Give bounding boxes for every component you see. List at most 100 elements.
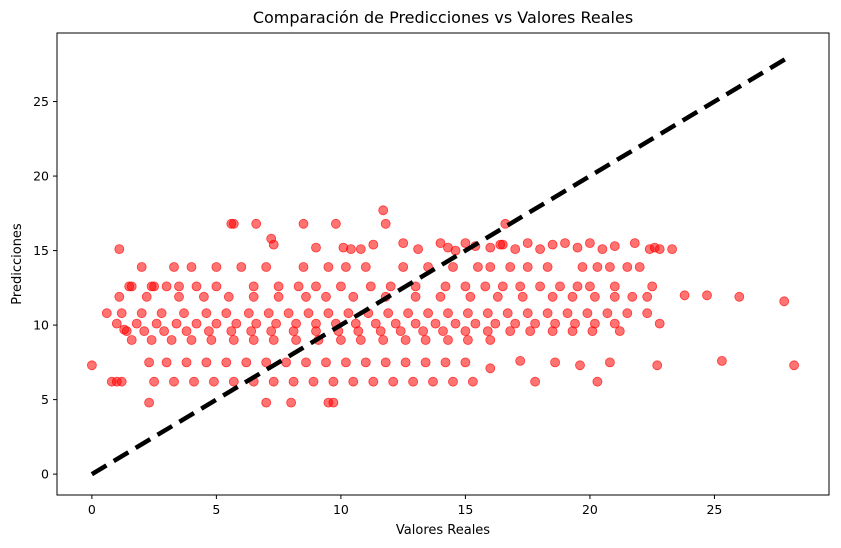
data-point <box>525 326 536 337</box>
data-point <box>398 238 409 249</box>
data-point <box>443 308 453 319</box>
data-point <box>467 376 478 387</box>
data-point <box>298 262 309 272</box>
x-tick-label: 20 <box>582 502 598 517</box>
x-tick-label: 25 <box>706 502 722 517</box>
data-point <box>515 281 526 292</box>
data-point <box>410 318 421 329</box>
data-point <box>179 308 189 319</box>
data-point <box>535 244 545 255</box>
data-point <box>291 335 302 345</box>
data-point <box>365 281 376 292</box>
data-point <box>435 238 446 249</box>
data-point <box>408 376 419 387</box>
data-point <box>186 262 197 272</box>
data-point <box>169 376 179 387</box>
data-point <box>485 262 496 272</box>
data-point <box>779 296 790 307</box>
data-point <box>261 397 272 408</box>
data-point <box>522 262 533 272</box>
data-point <box>547 239 558 250</box>
data-point <box>562 308 573 319</box>
data-point <box>505 262 516 272</box>
data-point <box>208 376 219 387</box>
data-point <box>609 291 620 302</box>
data-point <box>542 262 553 272</box>
data-point <box>126 335 137 345</box>
data-point <box>131 318 142 329</box>
data-point <box>198 291 209 302</box>
data-point <box>144 397 155 408</box>
data-point <box>288 376 299 387</box>
data-point <box>273 291 284 302</box>
data-point <box>622 308 633 319</box>
data-point <box>530 376 540 387</box>
data-point <box>144 357 155 368</box>
data-point <box>485 335 496 345</box>
data-point <box>560 238 570 249</box>
data-point <box>609 241 620 252</box>
data-point <box>667 244 677 255</box>
data-point <box>789 360 799 371</box>
data-point <box>156 308 167 319</box>
data-point <box>149 376 160 387</box>
data-point <box>268 376 279 387</box>
data-point <box>159 326 170 337</box>
data-point <box>251 218 262 229</box>
data-point <box>228 335 239 345</box>
data-point <box>141 291 152 302</box>
data-point <box>189 376 199 387</box>
data-point <box>390 318 401 329</box>
data-point <box>87 360 97 371</box>
data-point <box>575 360 585 371</box>
data-point <box>360 357 371 368</box>
data-point <box>298 218 309 229</box>
data-point <box>149 281 160 292</box>
data-point <box>403 308 414 319</box>
data-point <box>181 326 192 337</box>
data-point <box>418 326 429 337</box>
data-point <box>448 262 458 272</box>
x-tick-label: 0 <box>88 502 96 517</box>
data-point <box>605 357 615 368</box>
data-point <box>191 281 202 292</box>
data-point <box>101 308 112 319</box>
data-point <box>430 318 441 329</box>
data-point <box>368 376 379 387</box>
data-point <box>435 291 446 302</box>
data-point <box>510 318 521 329</box>
data-point <box>273 281 284 292</box>
data-point <box>268 335 279 345</box>
data-point <box>485 363 496 374</box>
data-point <box>383 308 394 319</box>
data-point <box>567 326 578 337</box>
data-point <box>174 281 184 292</box>
data-point <box>241 357 252 368</box>
data-point <box>627 291 638 302</box>
data-point <box>171 318 182 329</box>
y-tick-label: 0 <box>41 467 49 482</box>
data-point <box>572 281 583 292</box>
data-point <box>236 262 247 272</box>
data-point <box>261 357 272 368</box>
x-tick-label: 10 <box>333 502 349 517</box>
data-point <box>308 376 319 387</box>
data-point <box>335 335 346 345</box>
data-point <box>590 291 600 302</box>
data-point <box>440 357 451 368</box>
data-point <box>497 281 508 292</box>
plot-frame <box>56 32 830 496</box>
data-point <box>221 357 232 368</box>
y-tick-label: 5 <box>41 392 49 407</box>
data-point <box>482 308 493 319</box>
data-point <box>542 308 553 319</box>
data-point <box>248 291 259 302</box>
data-point <box>243 308 254 319</box>
data-point <box>428 376 438 387</box>
data-point <box>423 308 434 319</box>
data-point <box>248 281 259 292</box>
data-point <box>169 262 179 272</box>
data-point <box>450 245 461 256</box>
data-point <box>547 291 558 302</box>
